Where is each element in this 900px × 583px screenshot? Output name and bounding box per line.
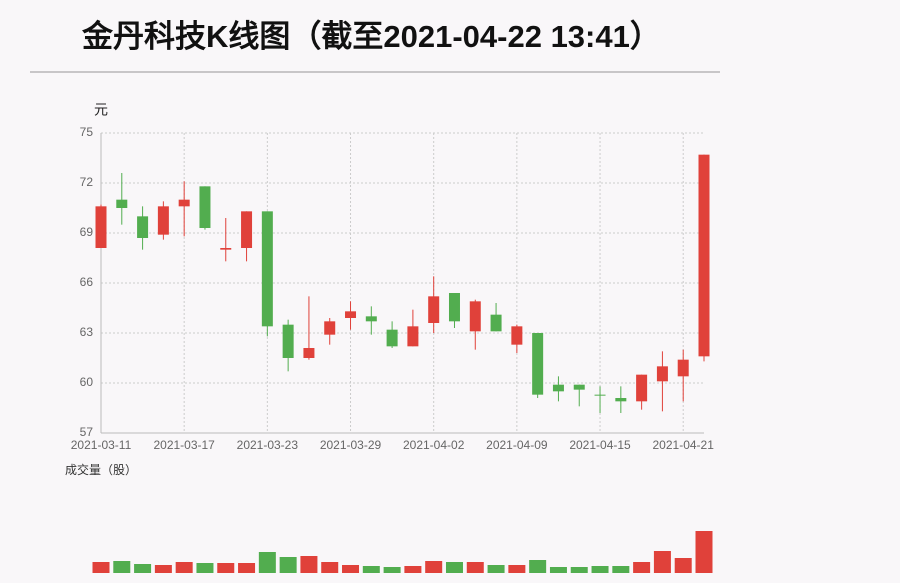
volume-bar bbox=[258, 552, 276, 573]
x-tick-label: 2021-04-21 bbox=[653, 438, 715, 452]
volume-bar bbox=[570, 567, 588, 573]
volume-bar bbox=[549, 567, 567, 573]
y-tick-label: 60 bbox=[80, 375, 94, 389]
x-tick-label: 2021-03-23 bbox=[237, 438, 299, 452]
candle-body bbox=[345, 311, 357, 318]
volume-bar bbox=[175, 562, 193, 573]
volume-bar bbox=[466, 562, 484, 573]
candle-body bbox=[324, 321, 336, 335]
y-tick-label: 69 bbox=[80, 225, 94, 239]
volume-bar bbox=[695, 531, 713, 573]
volume-bar bbox=[591, 566, 609, 573]
candle-body bbox=[365, 316, 377, 322]
volume-bar bbox=[342, 565, 360, 573]
candle-body bbox=[511, 326, 523, 345]
title: 金丹科技K线图（截至2021-04-22 13:41） bbox=[81, 19, 661, 54]
x-tick-label: 2021-03-11 bbox=[71, 438, 132, 452]
volume-bar bbox=[92, 562, 110, 573]
candle-body bbox=[677, 359, 689, 377]
volume-bar bbox=[633, 562, 651, 573]
volume-bar bbox=[300, 556, 318, 573]
candle-body bbox=[303, 348, 315, 358]
x-tick-label: 2021-04-15 bbox=[569, 438, 631, 452]
volume-bar bbox=[113, 561, 131, 573]
candle-body bbox=[428, 296, 440, 323]
volume-bar bbox=[196, 563, 214, 573]
candle-body bbox=[636, 374, 648, 402]
volume-label: 成交量（股） bbox=[65, 462, 137, 477]
volume-bar bbox=[487, 565, 505, 573]
candle-body bbox=[552, 384, 564, 392]
candle-body bbox=[594, 394, 606, 396]
x-tick-label: 2021-04-02 bbox=[403, 438, 465, 452]
candle-body bbox=[469, 301, 481, 332]
volume-bar bbox=[321, 562, 339, 573]
candle-body bbox=[178, 199, 190, 207]
candle-body bbox=[199, 186, 211, 228]
candle-body bbox=[532, 333, 544, 395]
y-tick-label: 66 bbox=[80, 275, 94, 289]
candle-body bbox=[116, 199, 128, 208]
volume-bar bbox=[612, 566, 630, 573]
candle-body bbox=[282, 324, 294, 358]
volume-bar bbox=[674, 558, 692, 573]
volume-bar bbox=[362, 566, 380, 573]
x-tick-label: 2021-03-29 bbox=[320, 438, 382, 452]
y-tick-label: 63 bbox=[80, 325, 94, 339]
candle-body bbox=[95, 206, 107, 248]
candle-body bbox=[656, 366, 668, 382]
volume-bar bbox=[154, 565, 172, 573]
y-tick-label: 75 bbox=[80, 125, 94, 139]
volume-bar bbox=[529, 560, 547, 573]
candle-body bbox=[386, 329, 398, 347]
volume-bar bbox=[404, 566, 422, 573]
candle-body bbox=[615, 398, 627, 402]
candle-body bbox=[220, 248, 232, 250]
y-tick-label: 72 bbox=[80, 175, 94, 189]
candle-body bbox=[261, 211, 273, 327]
y-label: 元 bbox=[94, 102, 108, 118]
volume-bar bbox=[425, 561, 443, 573]
candle-body bbox=[448, 293, 460, 322]
candle-body bbox=[698, 154, 710, 357]
candle-body bbox=[573, 384, 585, 390]
y-tick-label: 57 bbox=[80, 425, 94, 439]
volume-bar bbox=[383, 567, 401, 573]
candle-body bbox=[137, 216, 149, 238]
candle-body bbox=[157, 206, 169, 235]
candle-body bbox=[241, 211, 253, 248]
volume-bar bbox=[217, 563, 235, 573]
volume-bar bbox=[238, 563, 256, 573]
volume-bar bbox=[134, 564, 152, 573]
candle-body bbox=[490, 314, 502, 332]
volume-bar bbox=[279, 557, 297, 573]
x-tick-label: 2021-03-17 bbox=[153, 438, 215, 452]
candle-body bbox=[407, 326, 419, 347]
x-tick-label: 2021-04-09 bbox=[486, 438, 548, 452]
volume-bar bbox=[508, 565, 526, 573]
volume-bar bbox=[653, 551, 671, 573]
volume-bar bbox=[445, 562, 463, 573]
